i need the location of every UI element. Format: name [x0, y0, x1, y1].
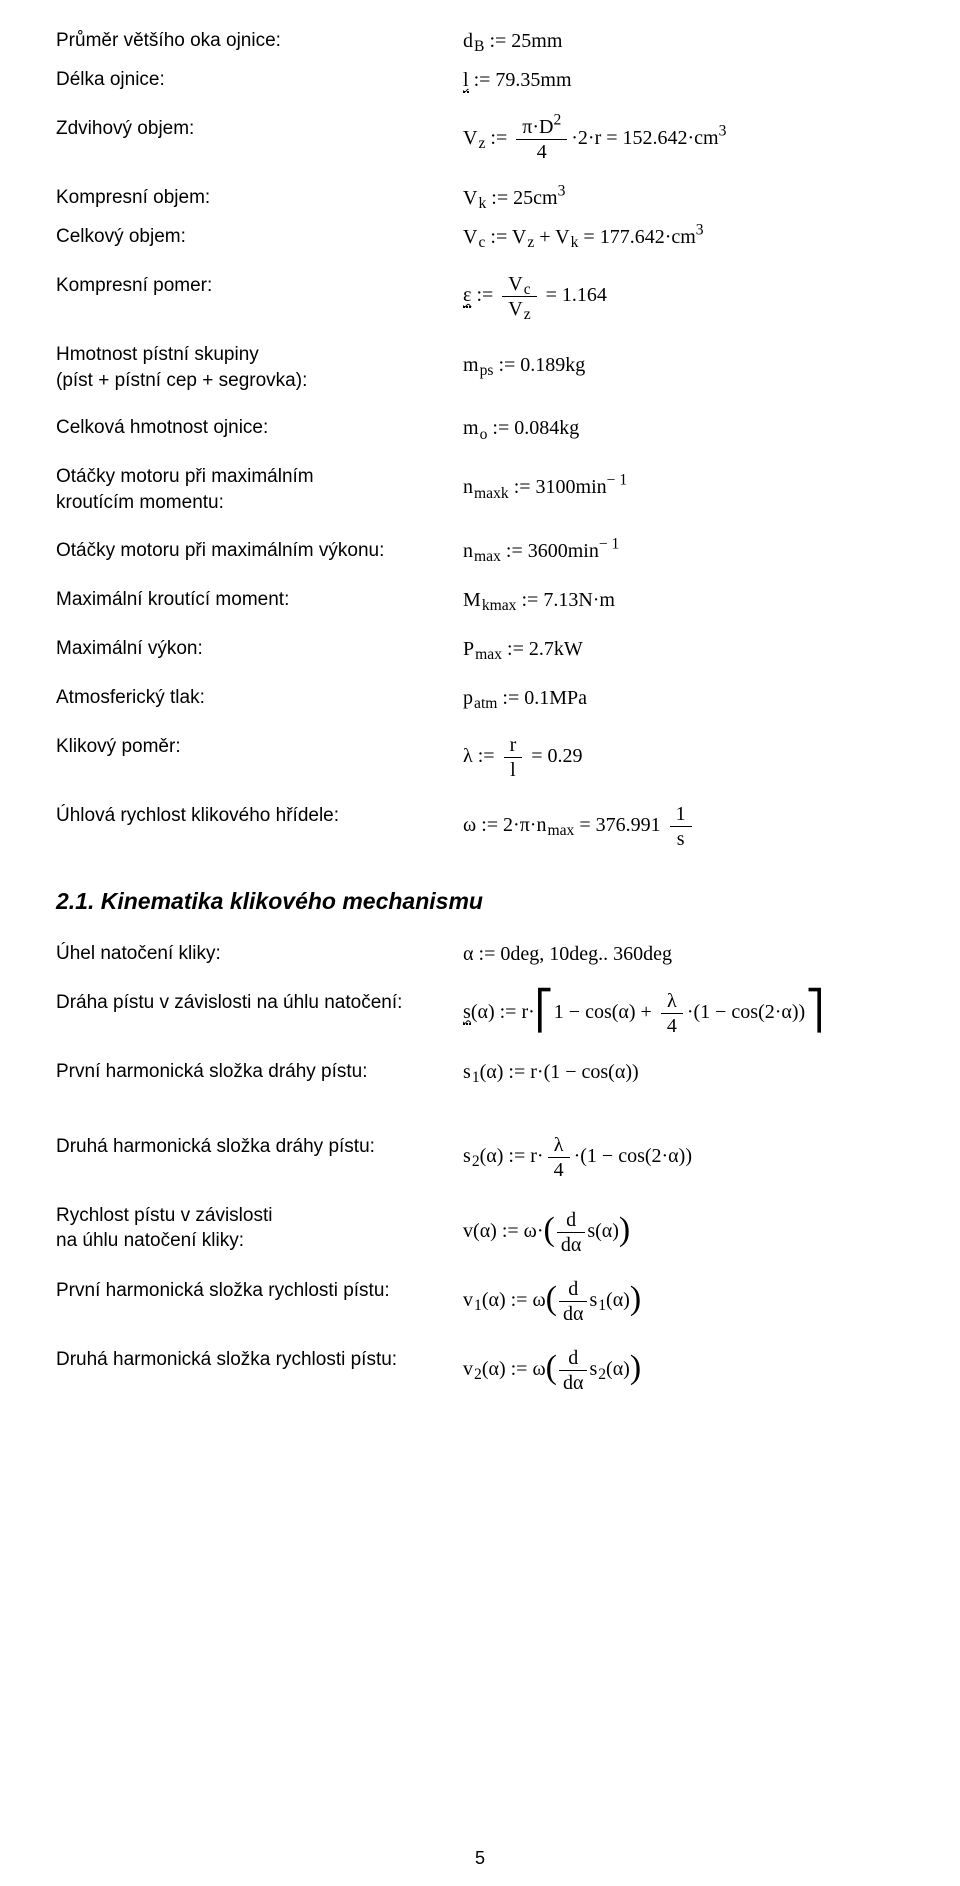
- label-line: kroutícím momentu:: [56, 492, 224, 513]
- label-Vc: Celkový objem:: [56, 224, 463, 250]
- label-line: na úhlu natočení kliky:: [56, 1230, 244, 1251]
- expr-Vk: Vk := 25cm3: [463, 185, 904, 212]
- label-Vk: Kompresní objem:: [56, 185, 463, 211]
- def-row: Druhá harmonická složka dráhy pístu: s2(…: [56, 1134, 904, 1181]
- def-row: Atmosferický tlak: patm := 0.1MPa: [56, 685, 904, 712]
- label-l: Délka ojnice:: [56, 67, 463, 93]
- expr-s1: s1(α) := r·(1 − cos(α)): [463, 1059, 904, 1086]
- label-s2: Druhá harmonická složka dráhy pístu:: [56, 1134, 463, 1160]
- label-nmax: Otáčky motoru při maximálním výkonu:: [56, 538, 463, 564]
- expr-omega: ω := 2·π·nmax = 376.991 1s: [463, 803, 904, 850]
- expr-lambda: λ := rl = 0.29: [463, 734, 904, 781]
- def-row: Rychlost pístu v závislosti na úhlu nato…: [56, 1203, 904, 1256]
- expr-l: l := 79.35mm: [463, 67, 904, 94]
- section-title: 2.1. Kinematika klikového mechanismu: [56, 886, 904, 917]
- expr-v2: v2(α) := ω(ddαs2(α)): [463, 1347, 904, 1394]
- def-row: Kompresní objem: Vk := 25cm3: [56, 185, 904, 212]
- def-row: Úhlová rychlost klikového hřídele: ω := …: [56, 803, 904, 850]
- expr-v: v(α) := ω·(ddαs(α)): [463, 1203, 904, 1256]
- label-Vz: Zdvihový objem:: [56, 116, 463, 142]
- page: Průměr většího oka ojnice: dB := 25mm Dé…: [0, 0, 960, 1886]
- expr-dB: dB := 25mm: [463, 28, 904, 55]
- def-row: První harmonická složka dráhy pístu: s1(…: [56, 1059, 904, 1086]
- label-line: Otáčky motoru při maximálním: [56, 466, 314, 487]
- def-row: Úhel natočení kliky: α := 0deg, 10deg.. …: [56, 941, 904, 968]
- def-row: Otáčky motoru při maximálním kroutícím m…: [56, 464, 904, 515]
- def-row: Zdvihový objem: Vz := π·D24·2·r = 152.64…: [56, 116, 904, 163]
- label-eps: Kompresní pomer:: [56, 273, 463, 299]
- def-row: Dráha pístu v závislosti na úhlu natočen…: [56, 990, 904, 1037]
- label-Pmax: Maximální výkon:: [56, 636, 463, 662]
- label-patm: Atmosferický tlak:: [56, 685, 463, 711]
- def-row: Celkový objem: Vc := Vz + Vk = 177.642·c…: [56, 224, 904, 251]
- page-number: 5: [0, 1846, 960, 1870]
- label-line: Rychlost pístu v závislosti: [56, 1205, 272, 1226]
- expr-alpha: α := 0deg, 10deg.. 360deg: [463, 941, 904, 968]
- def-row: Otáčky motoru při maximálním výkonu: nma…: [56, 538, 904, 565]
- expr-Mkmax: Mkmax := 7.13N·m: [463, 587, 904, 614]
- label-v2: Druhá harmonická složka rychlosti pístu:: [56, 1347, 463, 1373]
- expr-eps: ε := VcVz = 1.164: [463, 273, 904, 320]
- expr-Vc: Vc := Vz + Vk = 177.642·cm3: [463, 224, 904, 251]
- label-v: Rychlost pístu v závislosti na úhlu nato…: [56, 1203, 463, 1254]
- expr-s: s(α) := r·⎡1 − cos(α) + λ4·(1 − cos(2·α)…: [463, 990, 904, 1037]
- label-line: Hmotnost pístní skupiny: [56, 344, 259, 365]
- expr-mps: mps := 0.189kg: [463, 342, 904, 379]
- expr-nmax: nmax := 3600min− 1: [463, 538, 904, 565]
- expr-v1: v1(α) := ω(ddαs1(α)): [463, 1278, 904, 1325]
- label-nmaxk: Otáčky motoru při maximálním kroutícím m…: [56, 464, 463, 515]
- label-s: Dráha pístu v závislosti na úhlu natočen…: [56, 990, 463, 1016]
- def-row: První harmonická složka rychlosti pístu:…: [56, 1278, 904, 1325]
- label-omega: Úhlová rychlost klikového hřídele:: [56, 803, 463, 829]
- expr-patm: patm := 0.1MPa: [463, 685, 904, 712]
- def-row: Kompresní pomer: ε := VcVz = 1.164: [56, 273, 904, 320]
- expr-Pmax: Pmax := 2.7kW: [463, 636, 904, 663]
- expr-s2: s2(α) := r·λ4·(1 − cos(2·α)): [463, 1134, 904, 1181]
- def-row: Celková hmotnost ojnice: mo := 0.084kg: [56, 415, 904, 442]
- expr-nmaxk: nmaxk := 3100min− 1: [463, 464, 904, 501]
- def-row: Maximální kroutící moment: Mkmax := 7.13…: [56, 587, 904, 614]
- def-row: Druhá harmonická složka rychlosti pístu:…: [56, 1347, 904, 1394]
- label-lambda: Klikový poměr:: [56, 734, 463, 760]
- def-row: Klikový poměr: λ := rl = 0.29: [56, 734, 904, 781]
- label-alpha: Úhel natočení kliky:: [56, 941, 463, 967]
- def-row: Průměr většího oka ojnice: dB := 25mm: [56, 28, 904, 55]
- def-row: Maximální výkon: Pmax := 2.7kW: [56, 636, 904, 663]
- label-s1: První harmonická složka dráhy pístu:: [56, 1059, 463, 1085]
- expr-Vz: Vz := π·D24·2·r = 152.642·cm3: [463, 116, 904, 163]
- label-Mkmax: Maximální kroutící moment:: [56, 587, 463, 613]
- label-line: (píst + pístní cep + segrovka):: [56, 370, 307, 391]
- def-row: Hmotnost pístní skupiny (píst + pístní c…: [56, 342, 904, 393]
- label-mo: Celková hmotnost ojnice:: [56, 415, 463, 441]
- label-v1: První harmonická složka rychlosti pístu:: [56, 1278, 463, 1304]
- label-mps: Hmotnost pístní skupiny (píst + pístní c…: [56, 342, 463, 393]
- expr-mo: mo := 0.084kg: [463, 415, 904, 442]
- def-row: Délka ojnice: l := 79.35mm: [56, 67, 904, 94]
- label-dB: Průměr většího oka ojnice:: [56, 28, 463, 54]
